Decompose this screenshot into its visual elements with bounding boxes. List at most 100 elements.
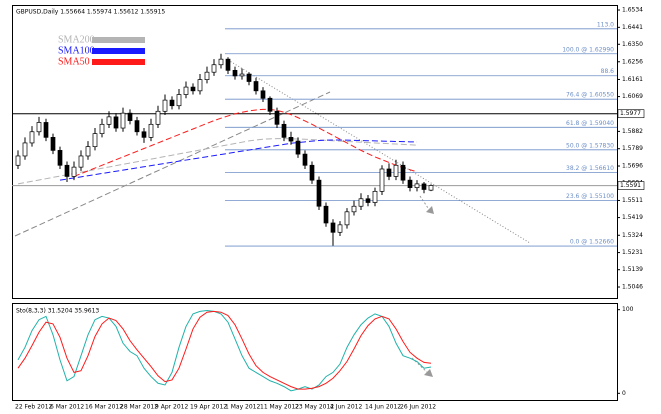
- x-tick-label: 9 Apr 2012: [155, 404, 188, 411]
- candle-body: [274, 110, 280, 125]
- candle-body: [190, 86, 196, 92]
- candle-body: [309, 164, 315, 181]
- candle-body: [204, 71, 210, 80]
- candle-body: [232, 69, 238, 77]
- stoch-title: Sto(8,3,3) 31.5204 35.9613: [16, 308, 99, 315]
- candle-body: [85, 146, 91, 157]
- candle-body: [211, 64, 217, 73]
- candle-body: [295, 140, 301, 155]
- candle-body: [414, 183, 420, 188]
- candle-body: [323, 205, 329, 224]
- candle-body: [267, 97, 273, 112]
- candle-body: [351, 205, 357, 213]
- legend-label: SMA50: [58, 56, 90, 67]
- candle-body: [162, 99, 168, 112]
- candle-body: [337, 224, 343, 233]
- sma-line: [17, 138, 418, 185]
- candle-body: [127, 112, 133, 121]
- candle-body: [64, 164, 70, 177]
- candle-body: [106, 116, 112, 125]
- y-tick-label: 1.5139: [622, 266, 643, 273]
- y-tick-label: 0: [622, 390, 626, 397]
- candle-body: [421, 183, 427, 190]
- legend-swatch: [92, 59, 145, 65]
- candle-body: [99, 123, 105, 134]
- candle-body: [246, 73, 252, 82]
- fib-label: 88.6: [601, 68, 615, 75]
- y-tick-label: 1.5231: [622, 249, 643, 256]
- candle-body: [141, 131, 147, 138]
- candle-body: [253, 81, 259, 92]
- candle-body: [386, 168, 392, 177]
- candle-body: [288, 137, 294, 142]
- x-tick-label: 23 May 2012: [295, 404, 334, 411]
- candle-body: [344, 211, 350, 226]
- y-tick-label: 1.6069: [622, 93, 643, 100]
- trendline: [227, 59, 531, 244]
- arrow-head: [424, 369, 433, 377]
- candle-body: [302, 153, 308, 166]
- chart-title: GBPUSD,Daily 1.55664 1.55974 1.55612 1.5…: [16, 9, 165, 16]
- y-tick-label: 1.5046: [622, 284, 643, 291]
- y-tick-label: 1.6534: [622, 7, 643, 14]
- candle-body: [372, 190, 378, 203]
- candle-body: [218, 58, 224, 66]
- candle-body: [169, 99, 175, 107]
- legend-label: SMA200: [58, 34, 95, 45]
- candle-body: [155, 110, 161, 125]
- fib-label: 50.0 @ 1.57830: [566, 142, 614, 149]
- x-tick-label: 14 Jun 2012: [365, 404, 401, 411]
- y-tick-label: 1.5324: [622, 232, 643, 239]
- arrow-head: [426, 206, 434, 214]
- candle-body: [134, 120, 140, 133]
- y-tick-label: 100: [622, 306, 634, 313]
- candle-body: [379, 168, 385, 192]
- candle-body: [400, 164, 406, 181]
- candle-body: [57, 150, 63, 166]
- candle-body: [183, 86, 189, 95]
- projection-arrow: [419, 195, 431, 212]
- candle-body: [36, 122, 42, 133]
- candle-body: [393, 164, 399, 177]
- x-tick-label: 28 Mar 2012: [120, 404, 158, 411]
- fib-label: 0.0 @ 1.52660: [570, 239, 614, 246]
- legend-swatch: [92, 48, 145, 54]
- y-tick-label: 1.6161: [622, 76, 643, 83]
- candle-body: [316, 179, 322, 207]
- candle-body: [120, 112, 126, 129]
- y-tick-label: 1.5419: [622, 214, 643, 221]
- candle-body: [78, 155, 84, 168]
- main-panel: [12, 5, 618, 299]
- sma-line: [73, 108, 418, 177]
- sma-line: [59, 139, 418, 181]
- fib-label: 100.0 @ 1.62990: [562, 46, 614, 53]
- fib-label: 61.8 @ 1.59040: [566, 120, 614, 127]
- candle-body: [358, 198, 364, 207]
- candle-body: [92, 133, 98, 148]
- candle-body: [260, 90, 266, 99]
- price-label: 1.5977: [620, 110, 641, 117]
- candle-body: [239, 73, 245, 77]
- candle-body: [281, 123, 287, 138]
- y-tick-label: 1.6441: [622, 24, 643, 31]
- y-tick-label: 1.6350: [622, 41, 643, 48]
- stoch-line: [17, 310, 432, 392]
- fib-label: 38.2 @ 1.56610: [566, 165, 614, 172]
- legend-label: SMA100: [58, 45, 95, 56]
- y-tick-label: 1.5882: [622, 128, 643, 135]
- y-tick-label: 1.5511: [622, 197, 643, 204]
- fib-label: 113.0: [597, 21, 614, 28]
- candle-body: [365, 198, 371, 203]
- y-tick-label: 1.5789: [622, 145, 643, 152]
- x-tick-label: 11 May 2012: [260, 404, 299, 411]
- candle-body: [407, 179, 413, 188]
- x-tick-label: 26 Jun 2012: [400, 404, 436, 411]
- price-label: 1.5591: [620, 182, 641, 189]
- candle-body: [29, 131, 35, 144]
- stoch-panel: [12, 303, 618, 401]
- candle-body: [113, 116, 119, 129]
- x-tick-label: 22 Feb 2012: [15, 404, 53, 411]
- x-tick-label: 6 Mar 2012: [50, 404, 84, 411]
